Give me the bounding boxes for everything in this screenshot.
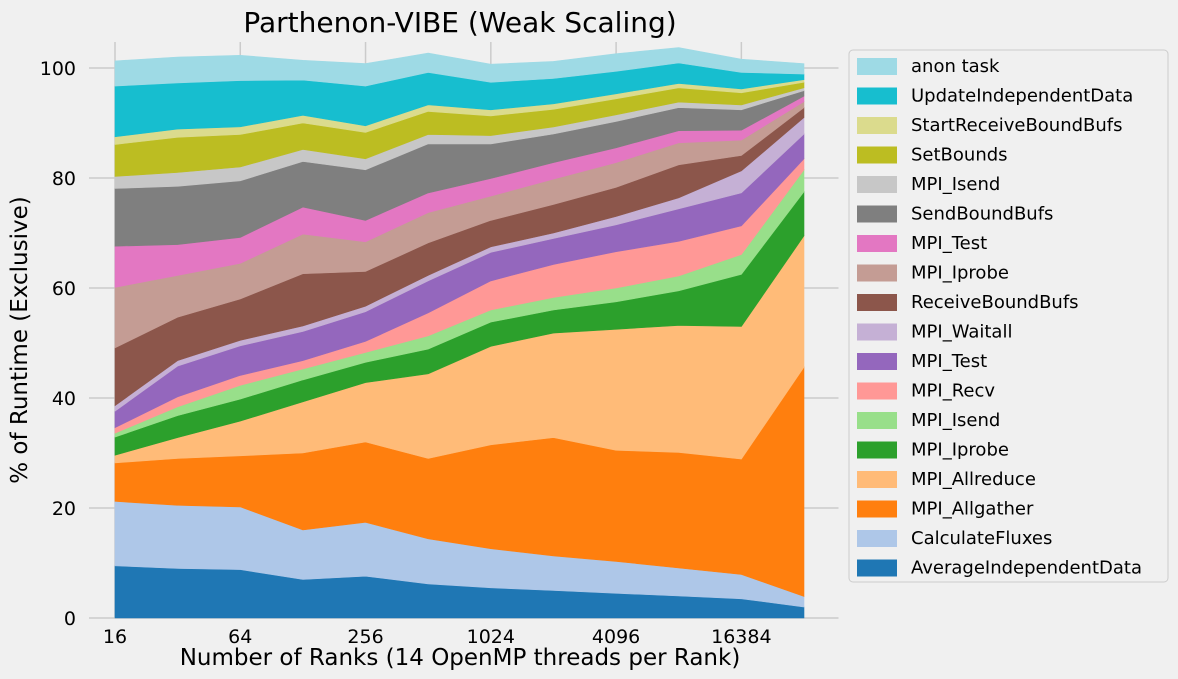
legend-label: MPI_Isend bbox=[911, 410, 1000, 431]
x-tick-label: 1024 bbox=[467, 626, 515, 648]
legend-swatch bbox=[857, 382, 897, 400]
legend-swatch bbox=[857, 58, 897, 75]
legend-swatch bbox=[857, 117, 897, 134]
y-tick-label: 20 bbox=[52, 498, 76, 520]
legend: anon task UpdateIndependentData StartRecei… bbox=[848, 49, 1169, 583]
legend-box bbox=[848, 49, 1169, 583]
legend-swatch bbox=[857, 500, 897, 518]
legend-label: CalculateFluxes bbox=[911, 528, 1052, 549]
legend-label: UpdateIndependentData bbox=[911, 86, 1133, 107]
legend-swatch bbox=[857, 323, 897, 341]
legend-label: SendBoundBufs bbox=[911, 204, 1053, 225]
y-tick-label: 0 bbox=[64, 608, 76, 630]
legend-swatch bbox=[857, 412, 897, 429]
legend-swatch bbox=[857, 471, 897, 488]
stacked-areas bbox=[114, 47, 805, 619]
legend-label: MPI_Allgather bbox=[911, 499, 1034, 520]
x-tick-label: 4096 bbox=[592, 626, 640, 648]
y-axis-label: % of Runtime (Exclusive) bbox=[7, 196, 33, 483]
chart-title: Parthenon-VIBE (Weak Scaling) bbox=[243, 6, 676, 39]
legend-swatch bbox=[857, 294, 897, 311]
legend-label: MPI_Iprobe bbox=[911, 440, 1009, 461]
legend-label: SetBounds bbox=[911, 145, 1008, 166]
y-tick-label: 80 bbox=[52, 168, 76, 190]
legend-label: MPI_Test bbox=[911, 351, 987, 372]
legend-label: AverageIndependentData bbox=[911, 558, 1142, 579]
legend-swatch bbox=[857, 87, 897, 105]
legend-label: ReceiveBoundBufs bbox=[911, 292, 1079, 313]
legend-swatch bbox=[857, 559, 897, 577]
legend-label: anon task bbox=[911, 56, 1000, 77]
y-tick-label: 60 bbox=[52, 278, 76, 300]
legend-swatch bbox=[857, 146, 897, 164]
legend-label: MPI_Allreduce bbox=[911, 469, 1036, 490]
legend-label: MPI_Waitall bbox=[911, 322, 1012, 343]
legend-swatch bbox=[857, 176, 897, 193]
legend-label: MPI_Isend bbox=[911, 174, 1000, 195]
legend-label: MPI_Iprobe bbox=[911, 263, 1009, 284]
x-tick-label: 64 bbox=[228, 626, 252, 648]
x-axis-label: Number of Ranks (14 OpenMP threads per R… bbox=[180, 645, 741, 671]
legend-swatch bbox=[857, 205, 897, 223]
legend-swatch bbox=[857, 264, 897, 282]
tick-labels: 16 64 256 1024 4096 16384 0 20 40 60 80 100 bbox=[40, 58, 772, 648]
area-anon-task bbox=[114, 47, 805, 87]
y-tick-label: 100 bbox=[40, 58, 76, 80]
y-tick-label: 40 bbox=[52, 388, 76, 410]
x-tick-label: 256 bbox=[347, 626, 383, 648]
legend-swatch bbox=[857, 235, 897, 252]
x-tick-label: 16384 bbox=[711, 626, 771, 648]
legend-label: MPI_Test bbox=[911, 233, 987, 254]
legend-label: MPI_Recv bbox=[911, 381, 995, 402]
x-tick-label: 16 bbox=[103, 626, 127, 648]
legend-swatch bbox=[857, 441, 897, 459]
legend-label: StartReceiveBoundBufs bbox=[911, 115, 1123, 136]
legend-swatch bbox=[857, 530, 897, 547]
legend-swatch bbox=[857, 353, 897, 370]
